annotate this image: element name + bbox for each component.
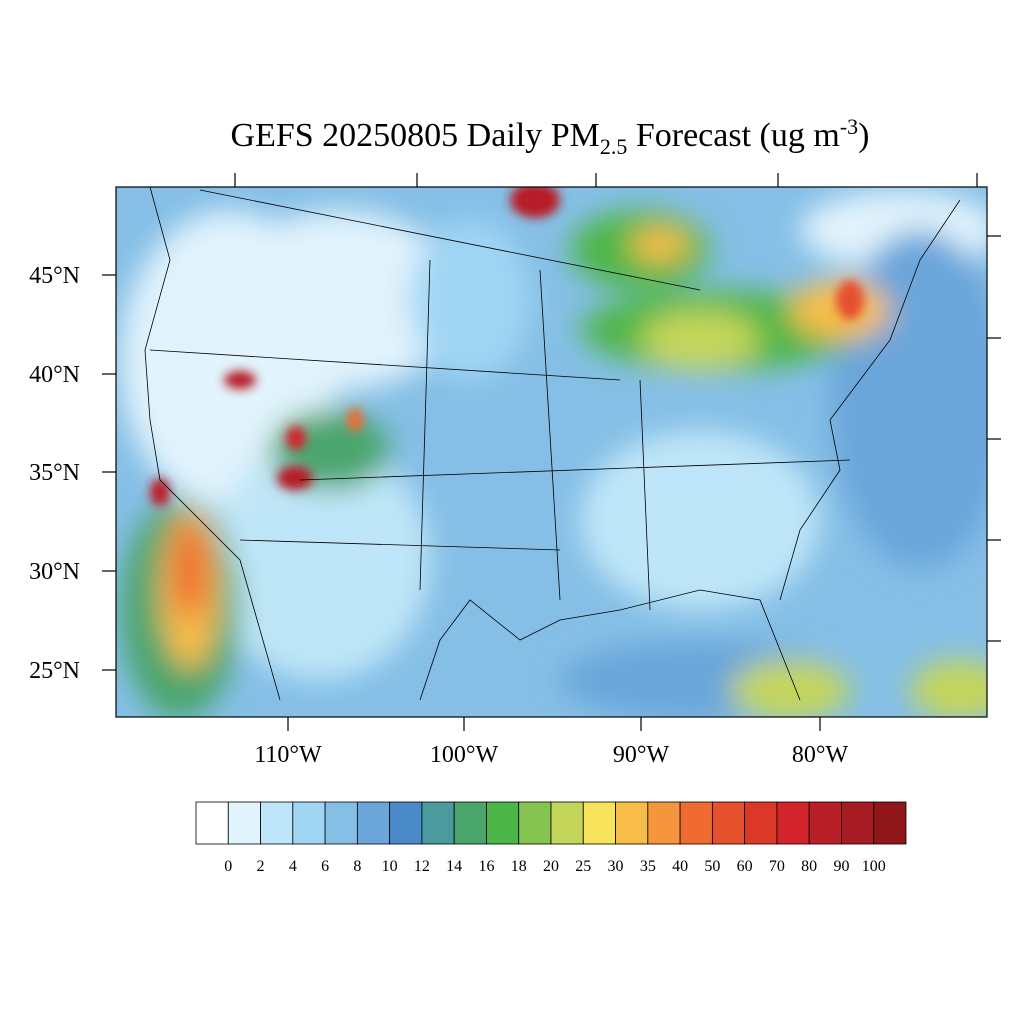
colorbar-label: 70: [769, 858, 785, 875]
colorbar-label: 4: [289, 858, 297, 875]
colorbar-label: 10: [382, 858, 398, 875]
color-box: [227, 801, 261, 845]
lat-label: 30°N: [29, 559, 80, 585]
map-frame: [115, 186, 988, 718]
colorbar-label: 30: [608, 858, 624, 875]
lat-label: 45°N: [29, 263, 80, 289]
colorbar-label: 60: [737, 858, 753, 875]
colorbar-label: 14: [446, 858, 462, 875]
color-box: [292, 801, 326, 845]
color-box: [873, 801, 907, 845]
lon-label: 100°W: [430, 742, 499, 768]
color-box: [808, 801, 842, 845]
map-field: [116, 187, 987, 717]
color-box: [647, 801, 681, 845]
color-box: [518, 801, 552, 845]
color-box: [615, 801, 649, 845]
colorbar-label: 20: [543, 858, 559, 875]
colorbar-label: 6: [321, 858, 329, 875]
lon-label: 80°W: [792, 742, 849, 768]
colorbar-label: 8: [353, 858, 361, 875]
color-box: [679, 801, 713, 845]
colorbar-label: 16: [478, 858, 494, 875]
color-box: [486, 801, 520, 845]
lon-label: 90°W: [613, 742, 670, 768]
map-title: GEFS 20250805 Daily PM2.5 Forecast (ug m…: [231, 114, 870, 159]
colorbar-label: 40: [672, 858, 688, 875]
color-box: [421, 801, 455, 845]
color-box: [324, 801, 358, 845]
colorbar-label: 0: [224, 858, 232, 875]
colorbar-label: 90: [833, 858, 849, 875]
lon-label: 110°W: [254, 742, 322, 768]
colorbar-label: 35: [640, 858, 656, 875]
color-box: [550, 801, 584, 845]
color-box: [841, 801, 875, 845]
colorbar-label: 100: [862, 858, 886, 875]
color-box: [776, 801, 810, 845]
boundaries: [144, 187, 961, 701]
colorbar-label: 2: [257, 858, 265, 875]
color-box: [260, 801, 294, 845]
colorbar-label: 50: [704, 858, 720, 875]
color-box: [195, 801, 229, 845]
colorbar-label: 12: [414, 858, 430, 875]
color-box: [389, 801, 423, 845]
lat-label: 40°N: [29, 362, 80, 388]
color-box: [356, 801, 391, 845]
colorbar-label: 18: [511, 858, 527, 875]
lat-label: 25°N: [29, 658, 80, 684]
color-box: [582, 801, 616, 845]
lat-label: 35°N: [29, 460, 80, 486]
color-box: [453, 801, 487, 845]
color-box: [711, 801, 746, 845]
colorbar-label: 80: [801, 858, 817, 875]
color-box: [744, 801, 778, 845]
frame-ticks: [234, 173, 1001, 642]
colorbar-label: 25: [575, 858, 591, 875]
